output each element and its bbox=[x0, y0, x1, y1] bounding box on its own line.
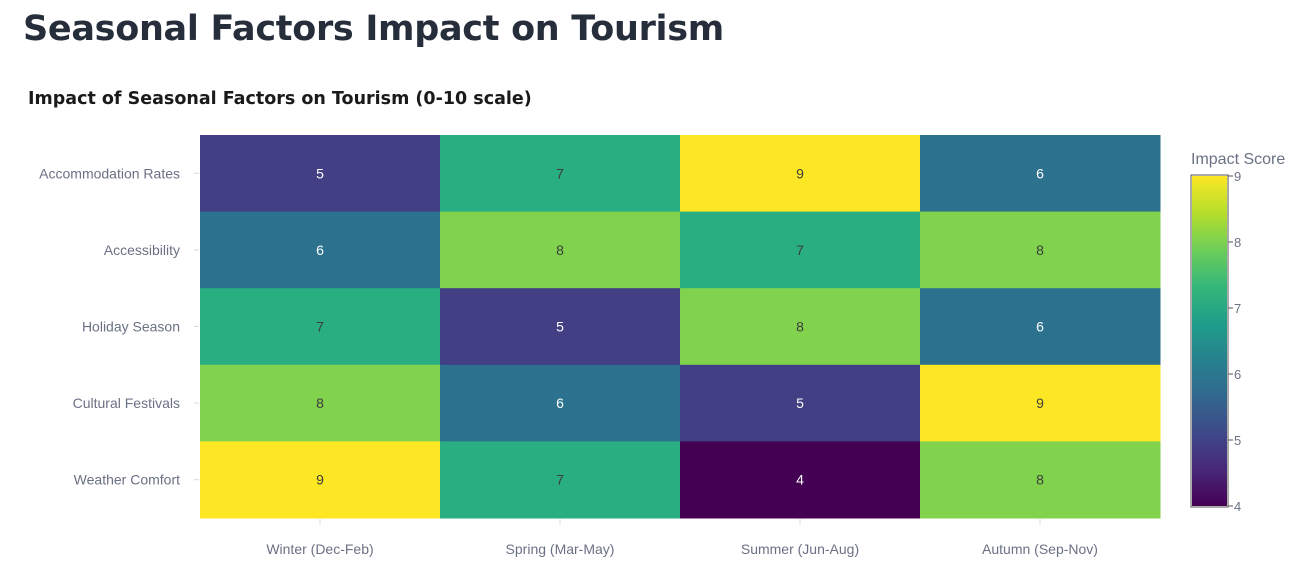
y-tick-label: Weather Comfort bbox=[74, 472, 180, 488]
cell-value-label: 7 bbox=[556, 472, 564, 488]
cell-value-label: 9 bbox=[316, 472, 324, 488]
cell-value-label: 6 bbox=[316, 242, 324, 258]
cell-value-label: 9 bbox=[796, 165, 804, 181]
colorbar-gradient bbox=[1192, 176, 1227, 506]
heatmap-cell bbox=[440, 211, 681, 289]
colorbar-title: Impact Score bbox=[1191, 151, 1285, 168]
cell-value-label: 7 bbox=[556, 165, 564, 181]
heatmap-cell bbox=[920, 135, 1161, 213]
colorbar-tick-label: 5 bbox=[1234, 433, 1241, 448]
cell-value-label: 8 bbox=[796, 319, 804, 335]
colorbar-tick-label: 8 bbox=[1234, 235, 1241, 250]
y-tick-label: Holiday Season bbox=[82, 319, 180, 335]
heatmap-cell bbox=[440, 288, 681, 366]
heatmap-cell bbox=[200, 364, 441, 442]
colorbar-tick-label: 4 bbox=[1234, 499, 1241, 514]
cell-value-label: 5 bbox=[316, 165, 324, 181]
heatmap-cell bbox=[680, 441, 921, 519]
x-tick-label: Summer (Jun-Aug) bbox=[741, 541, 859, 557]
heatmap-cell bbox=[200, 288, 441, 366]
y-tick-label: Cultural Festivals bbox=[73, 395, 180, 411]
heatmap-cell bbox=[200, 211, 441, 289]
heatmap-cell bbox=[440, 135, 681, 213]
y-tick-label: Accessibility bbox=[104, 242, 180, 258]
cell-value-label: 6 bbox=[1036, 165, 1044, 181]
heatmap-cell bbox=[680, 211, 921, 289]
y-tick-label: Accommodation Rates bbox=[39, 165, 180, 181]
heatmap-cell bbox=[920, 364, 1161, 442]
page-title: Seasonal Factors Impact on Tourism bbox=[23, 9, 724, 49]
colorbar-tick-label: 7 bbox=[1234, 301, 1241, 316]
cell-value-label: 8 bbox=[1036, 472, 1044, 488]
cell-value-label: 7 bbox=[316, 319, 324, 335]
heatmap-cell bbox=[920, 288, 1161, 366]
x-tick-label: Winter (Dec-Feb) bbox=[266, 541, 373, 557]
y-axis: Accommodation Rates Accessibility Holiday … bbox=[39, 165, 199, 488]
heatmap-cell bbox=[440, 441, 681, 519]
heatmap-cell bbox=[680, 364, 921, 442]
cell-value-label: 5 bbox=[556, 319, 564, 335]
cell-value-label: 8 bbox=[1036, 242, 1044, 258]
heatmap-cell bbox=[200, 441, 441, 519]
heatmap-cell bbox=[680, 288, 921, 366]
heatmap-cell bbox=[680, 135, 921, 213]
cell-value-label: 8 bbox=[556, 242, 564, 258]
colorbar-tick-label: 6 bbox=[1234, 367, 1241, 382]
cell-value-label: 6 bbox=[1036, 319, 1044, 335]
x-tick-label: Autumn (Sep-Nov) bbox=[982, 541, 1098, 557]
heatmap-cells: 5 7 9 6 6 8 7 8 7 5 8 6 8 6 5 9 9 7 4 8 bbox=[200, 135, 1161, 519]
cell-value-label: 4 bbox=[796, 472, 804, 488]
heatmap-cell bbox=[920, 211, 1161, 289]
chart-title: Impact of Seasonal Factors on Tourism (0… bbox=[28, 89, 532, 109]
heatmap-cell bbox=[920, 441, 1161, 519]
colorbar-tick-label: 9 bbox=[1234, 169, 1241, 184]
colorbar-frame bbox=[1190, 174, 1229, 508]
cell-value-label: 9 bbox=[1036, 395, 1044, 411]
heatmap-cell bbox=[440, 364, 681, 442]
cell-value-label: 8 bbox=[316, 395, 324, 411]
x-tick-label: Spring (Mar-May) bbox=[506, 541, 615, 557]
cell-value-label: 6 bbox=[556, 395, 564, 411]
cell-value-label: 7 bbox=[796, 242, 804, 258]
heatmap-cell bbox=[200, 135, 441, 213]
colorbar: Impact Score 4 5 6 7 8 9 bbox=[1190, 151, 1285, 514]
cell-value-label: 5 bbox=[796, 395, 804, 411]
x-axis: Winter (Dec-Feb) Spring (Mar-May) Summer (… bbox=[266, 519, 1098, 557]
